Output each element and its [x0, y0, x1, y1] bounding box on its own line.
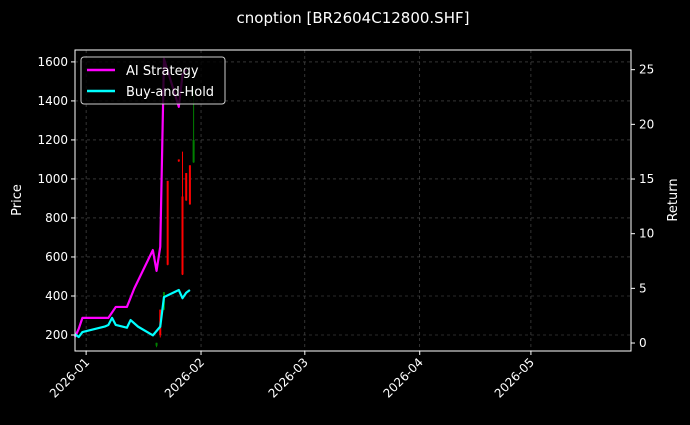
y-tick-label-left: 200 — [45, 328, 68, 342]
x-tick-label: 2026-04 — [380, 355, 425, 400]
y-tick-label-left: 1000 — [37, 172, 68, 186]
legend-box — [80, 56, 226, 105]
y-axis-label-right: Return — [666, 178, 681, 221]
candle-body — [188, 165, 191, 205]
y-axis-label-left: Price — [10, 184, 25, 216]
y-tick-label-left: 1400 — [37, 94, 68, 108]
candle-body — [177, 159, 180, 162]
y-tick-label-right: 20 — [639, 117, 654, 131]
y-tick-label-right: 0 — [639, 336, 647, 350]
y-tick-label-left: 800 — [45, 211, 68, 225]
legend-label-ai-strategy: AI Strategy — [126, 64, 199, 79]
series-line-buy-and-hold — [74, 288, 191, 339]
legend-label-buy-and-hold: Buy-and-Hold — [126, 85, 214, 100]
x-tick-label: 2026-03 — [266, 355, 311, 400]
chart-title: cnoption [BR2604C12800.SHF] — [237, 9, 470, 27]
plot-frame — [74, 49, 632, 352]
ticks: 2026-01 2026-02 2026-03 2026-04 2026-0520040… — [37, 55, 654, 401]
y-tick-label-left: 600 — [45, 250, 68, 264]
y-tick-label-right: 5 — [639, 281, 647, 295]
y-tick-label-left: 400 — [45, 289, 68, 303]
candle-body — [181, 196, 184, 275]
y-tick-label-right: 15 — [639, 172, 654, 186]
y-tick-label-left: 1600 — [37, 55, 68, 69]
candle-body — [166, 180, 169, 265]
x-tick-label: 2026-05 — [492, 355, 537, 400]
candle-body — [192, 139, 195, 163]
y-tick-label-right: 25 — [639, 63, 654, 77]
y-tick-label-left: 1200 — [37, 133, 68, 147]
x-tick-label: 2026-01 — [47, 355, 92, 400]
legend: AI Strategy Buy-and-Hold — [80, 56, 226, 105]
y-tick-label-right: 10 — [639, 227, 654, 241]
candle-body — [155, 342, 158, 346]
candle-body — [185, 173, 188, 201]
x-tick-label: 2026-02 — [162, 355, 207, 400]
